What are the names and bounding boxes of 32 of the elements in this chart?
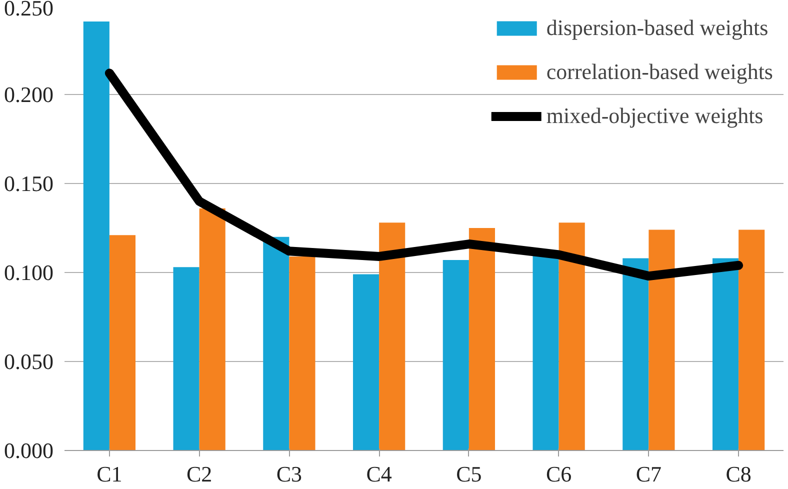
- y-tick-label: 0.200: [4, 82, 54, 107]
- bar: [558, 222, 585, 450]
- x-tick-label: C2: [186, 462, 212, 486]
- legend-label: correlation-based weights: [546, 59, 773, 85]
- y-tick-label: 0.050: [4, 349, 54, 374]
- x-tick-label: C7: [636, 462, 662, 486]
- x-tick-label: C3: [276, 462, 302, 486]
- x-tick-label: C4: [366, 462, 392, 486]
- x-tick-label: C8: [726, 462, 752, 486]
- y-tick-label: 0.100: [4, 260, 54, 285]
- legend-label: mixed-objective weights: [546, 103, 764, 129]
- bar: [173, 267, 200, 450]
- x-tick-label: C5: [456, 462, 482, 486]
- bar: [442, 260, 469, 450]
- bar: [648, 230, 675, 450]
- y-tick-label: 0.000: [4, 438, 54, 463]
- bar: [263, 236, 290, 450]
- legend-label: dispersion-based weights: [546, 15, 768, 41]
- x-tick-label: C6: [546, 462, 572, 486]
- bar: [289, 256, 316, 450]
- y-tick-label: 0.150: [4, 171, 54, 196]
- y-tick-label: 0.250: [4, 0, 54, 20]
- bar: [353, 274, 380, 450]
- bar: [379, 222, 406, 450]
- bar: [712, 258, 739, 450]
- bar: [109, 235, 136, 450]
- bar: [468, 228, 495, 450]
- bar: [83, 22, 110, 450]
- bar: [199, 208, 226, 450]
- bar: [622, 258, 649, 450]
- bar: [738, 230, 765, 450]
- x-tick-label: C1: [96, 462, 122, 486]
